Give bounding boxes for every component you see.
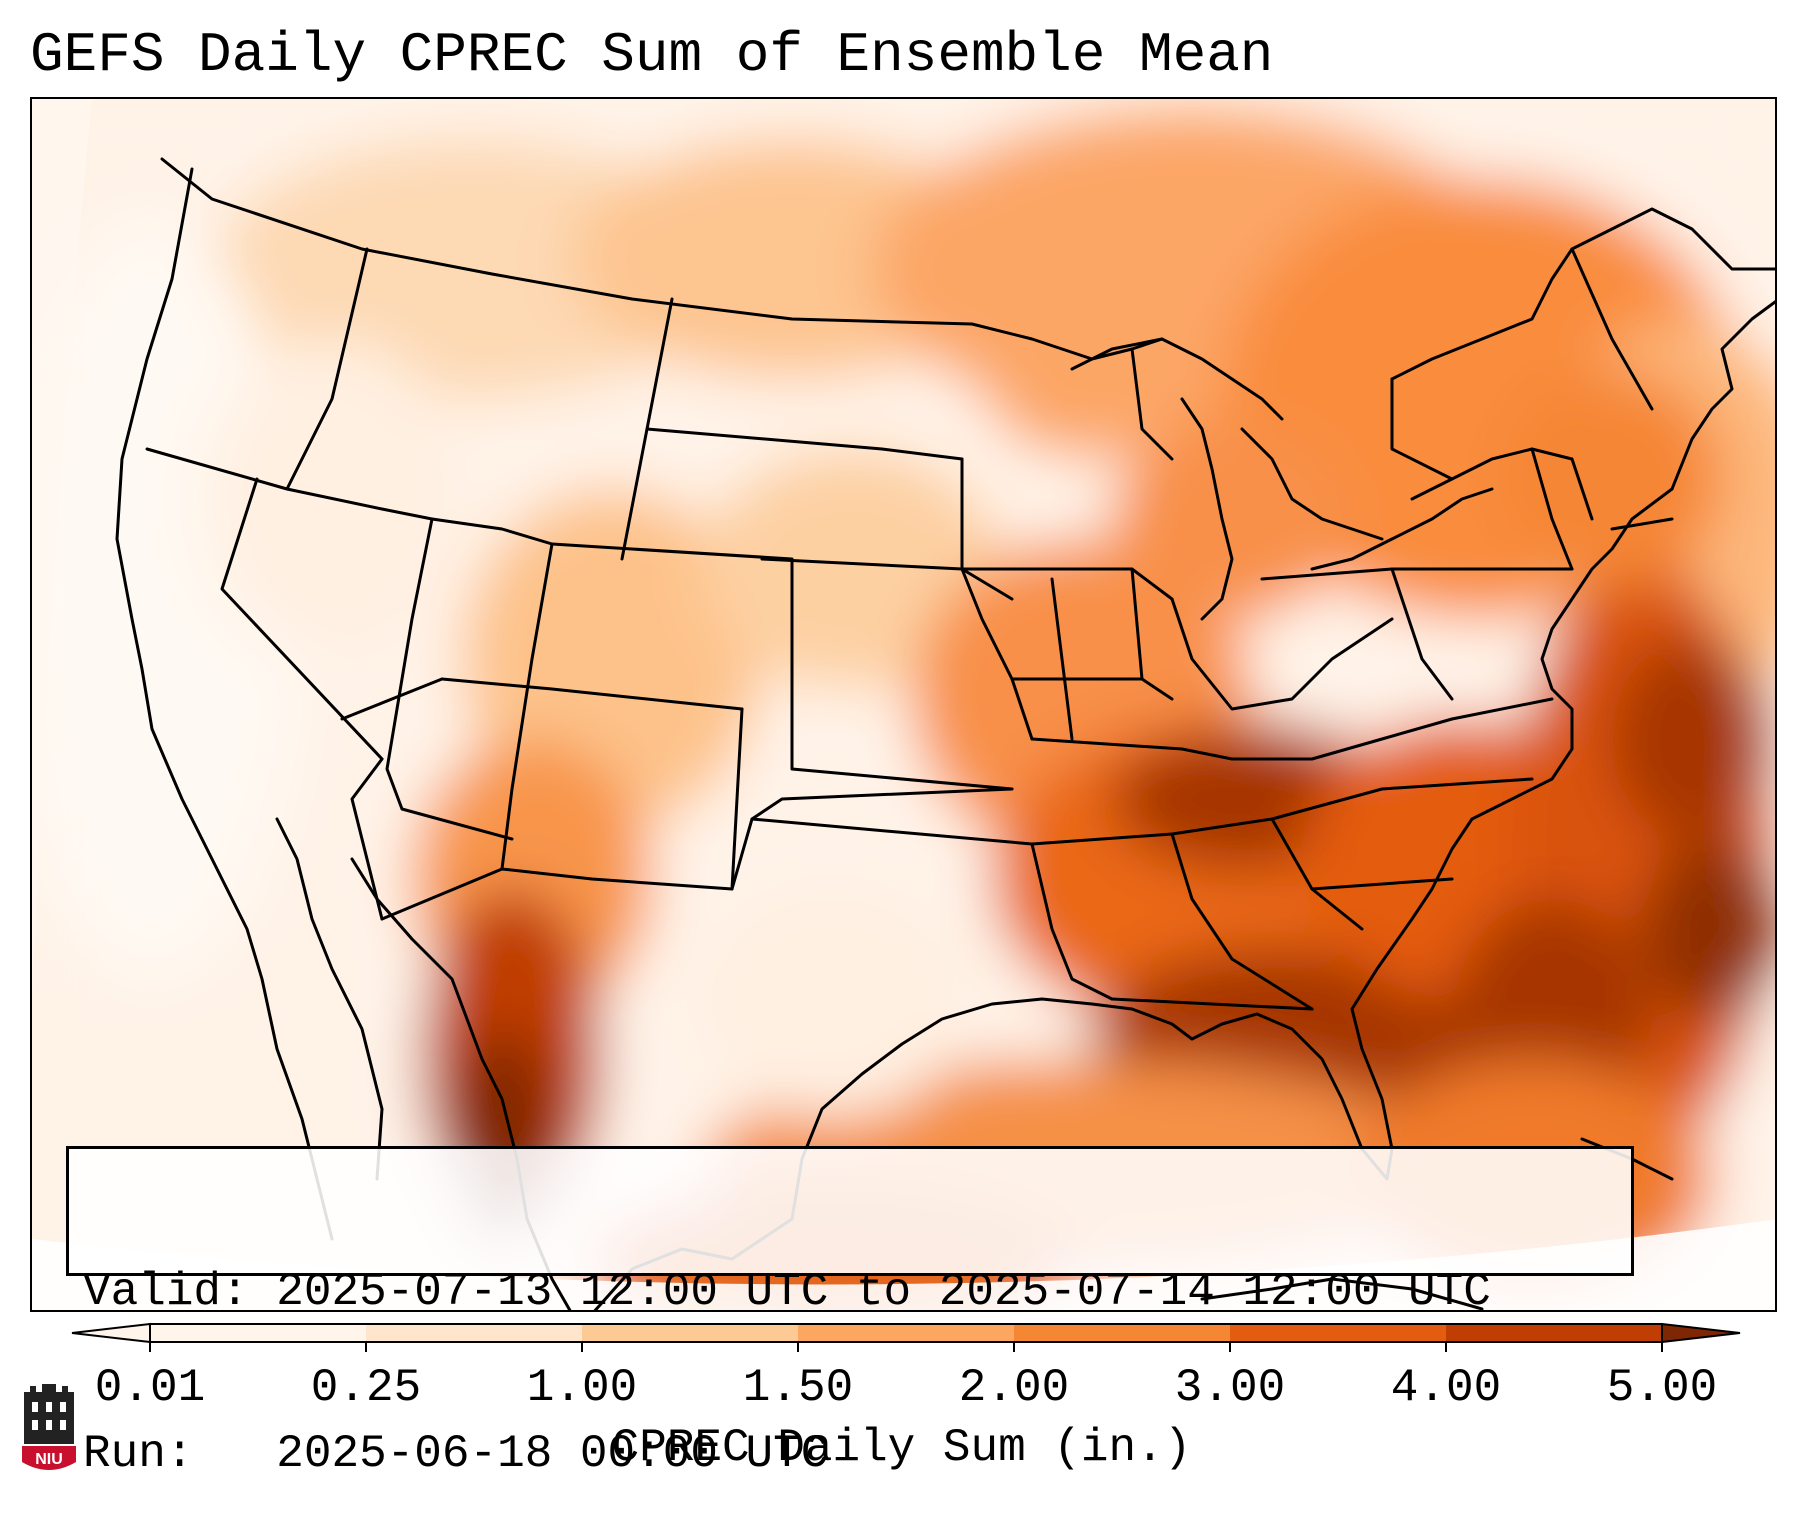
colorbar-extend-high (1661, 1322, 1741, 1344)
colorbar-tick-label: 1.50 (742, 1362, 854, 1414)
colorbar-segment (1014, 1324, 1230, 1342)
valid-value: 2025-07-13 12:00 UTC to 2025-07-14 12:00… (276, 1266, 1491, 1318)
valid-label: Valid: (83, 1266, 249, 1318)
valid-row: Valid: 2025-07-13 12:00 UTC to 2025-07-1… (83, 1265, 1617, 1319)
colorbar-segment (582, 1324, 798, 1342)
colorbar-tick-label: 5.00 (1606, 1362, 1718, 1414)
colorbar-tick-label: 2.00 (958, 1362, 1070, 1414)
colorbar-segment (150, 1324, 366, 1342)
colorbar-tick-label: 3.00 (1174, 1362, 1286, 1414)
colorbar-segment (1230, 1324, 1446, 1342)
colorbar-extend-low (71, 1322, 151, 1344)
map-title: GEFS Daily CPREC Sum of Ensemble Mean (30, 23, 1274, 87)
colorbar (71, 1322, 1741, 1352)
colorbar-segment (798, 1324, 1014, 1342)
map-canvas (32, 99, 1775, 1310)
niu-logo-icon: NIU (22, 1384, 76, 1470)
validity-info-box: Valid: 2025-07-13 12:00 UTC to 2025-07-1… (66, 1146, 1634, 1480)
logo-text: NIU (35, 1451, 63, 1468)
colorbar-tick-label: 0.01 (94, 1362, 206, 1414)
colorbar-segment (366, 1324, 582, 1342)
colorbar-tick-label: 4.00 (1390, 1362, 1502, 1414)
precipitation-map (30, 97, 1777, 1312)
colorbar-label: CPREC Daily Sum (in.) (611, 1422, 1192, 1474)
precip-field (32, 99, 1775, 1310)
run-value: 2025-06-18 00:00 UTC (276, 1428, 829, 1480)
colorbar-segment (1446, 1324, 1662, 1342)
colorbar-tick-label: 0.25 (310, 1362, 422, 1414)
run-row: Run: 2025-06-18 00:00 UTC (83, 1427, 1617, 1481)
run-label: Run: (83, 1428, 194, 1480)
colorbar-tick-label: 1.00 (526, 1362, 638, 1414)
colorbar-outline (149, 1323, 1663, 1343)
